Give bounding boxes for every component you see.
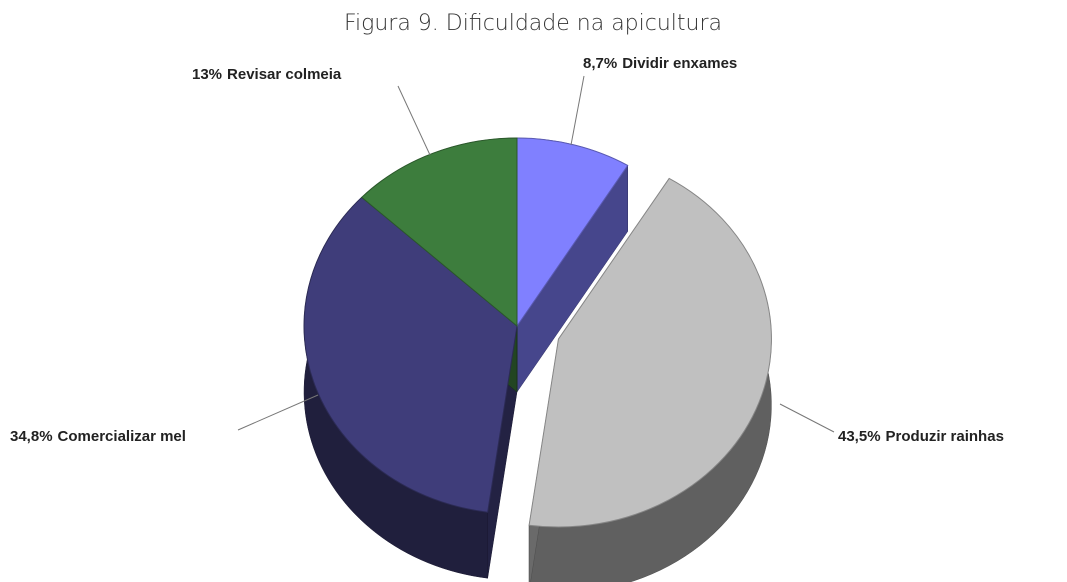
value-label: 34,8% bbox=[10, 428, 53, 445]
slice bbox=[528, 177, 772, 528]
category-label: Dividir enxames bbox=[622, 55, 737, 72]
value-label: 43,5% bbox=[838, 428, 881, 445]
category-label: Revisar colmeia bbox=[227, 66, 342, 83]
slice-label: 8,7% Dividir enxames bbox=[583, 55, 737, 72]
slice-label: 34,8% Comercializar mel bbox=[10, 428, 186, 445]
slice bbox=[303, 196, 518, 513]
slice bbox=[516, 137, 629, 328]
slice-label: 43,5% Produzir rainhas bbox=[838, 428, 1004, 445]
value-label: 13% bbox=[192, 66, 222, 83]
value-label: 8,7% bbox=[583, 55, 617, 72]
slice bbox=[360, 137, 518, 328]
leader-line bbox=[570, 75, 585, 146]
leader-line bbox=[779, 403, 835, 433]
chart-title: Figura 9. Dificuldade na apicultura bbox=[344, 11, 722, 36]
tops bbox=[303, 137, 772, 528]
category-label: Comercializar mel bbox=[58, 428, 186, 445]
leader-line bbox=[237, 394, 319, 431]
labels: 8,7% Dividir enxames 43,5% Produzir rainhas… bbox=[10, 55, 1004, 445]
slice-label: 13% Revisar colmeia bbox=[192, 66, 342, 83]
leader-line bbox=[397, 85, 431, 156]
category-label: Produzir rainhas bbox=[886, 428, 1004, 445]
